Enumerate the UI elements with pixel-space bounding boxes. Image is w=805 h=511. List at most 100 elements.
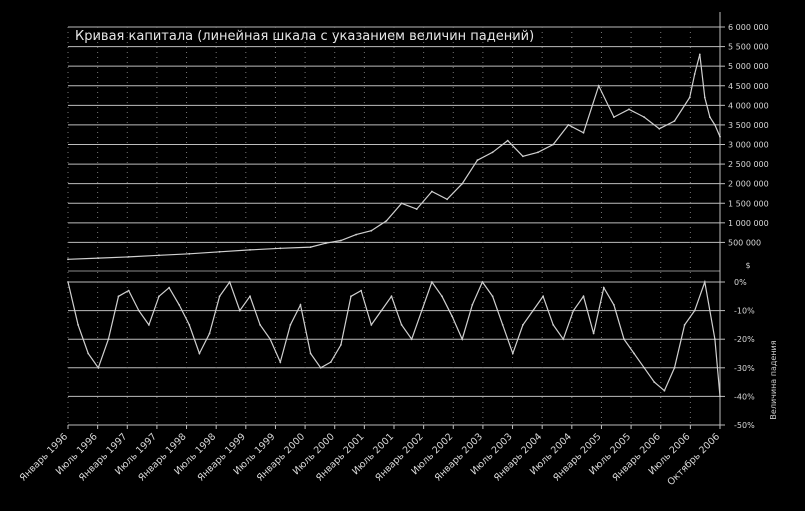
equity-point <box>461 182 464 185</box>
drawdown-point <box>137 309 140 312</box>
drawdown-tick-label: -40% <box>734 392 755 401</box>
equity-point <box>628 108 630 111</box>
drawdown-point <box>431 281 433 283</box>
equity-point <box>324 242 327 245</box>
equity-point <box>673 120 676 122</box>
equity-tick-label: 3 000 000 <box>728 141 769 150</box>
equity-series <box>67 53 721 261</box>
drawdown-point <box>673 366 676 369</box>
equity-point <box>693 73 696 75</box>
drawdown-tick-label: -30% <box>734 364 755 373</box>
equity-point <box>709 116 711 118</box>
drawdown-point <box>501 324 504 326</box>
equity-y-unit: $ <box>745 261 750 270</box>
drawdown-point <box>542 295 544 298</box>
drawdown-line <box>67 279 721 397</box>
drawdown-point <box>117 295 120 298</box>
drawdown-point <box>511 352 514 355</box>
equity-tick-label: 5 500 000 <box>728 43 769 52</box>
equity-point <box>340 239 342 242</box>
equity-tick-label: 6 000 000 <box>728 23 769 32</box>
drawdown-point <box>552 324 555 326</box>
equity-point <box>218 250 221 253</box>
equity-point <box>698 53 701 56</box>
equity-point <box>658 127 661 130</box>
drawdown-point <box>148 324 150 326</box>
drawdown-point <box>208 332 211 335</box>
drawdown-tick-label: -20% <box>734 335 755 344</box>
drawdown-tick-label: -10% <box>734 307 755 316</box>
chart-title: Кривая капитала (линейная шкала с указан… <box>75 29 534 44</box>
equity-point <box>567 124 570 126</box>
drawdown-point <box>714 338 716 341</box>
equity-point <box>506 139 509 142</box>
drawdown-point <box>390 295 393 298</box>
equity-point <box>446 198 448 201</box>
equity-point <box>688 96 691 99</box>
drawdown-point <box>582 295 585 298</box>
drawdown-point <box>592 332 595 335</box>
equity-point <box>67 258 69 261</box>
drawdown-point <box>663 389 666 392</box>
drawdown-point <box>289 324 292 326</box>
equity-point <box>127 256 130 258</box>
equity-tick-label: 4 500 000 <box>728 82 769 91</box>
equity-tick-label: 5 000 000 <box>728 62 769 71</box>
drawdown-point <box>643 366 646 369</box>
equity-point <box>491 151 494 154</box>
equity-y-ticks: 500 000 1 000 000 1 500 000 2 000 000 2 500 … <box>719 12 769 425</box>
equity-point <box>385 220 388 222</box>
equity-tick-label: 1 500 000 <box>728 199 769 208</box>
equity-tick-label: 1 000 000 <box>728 219 769 228</box>
drawdown-point <box>319 366 322 369</box>
equity-point <box>279 247 282 250</box>
drawdown-point <box>693 309 696 312</box>
drawdown-point <box>158 295 160 298</box>
drawdown-point <box>441 295 443 298</box>
drawdown-tick-label: 0% <box>734 278 747 287</box>
drawdown-point <box>168 286 171 289</box>
drawdown-point <box>719 395 721 398</box>
drawdown-point <box>491 295 494 298</box>
drawdown-point <box>77 324 79 326</box>
drawdown-point <box>461 338 464 341</box>
drawdown-point <box>360 289 362 292</box>
equity-point <box>597 84 600 87</box>
equity-point <box>537 151 539 154</box>
drawdown-point <box>67 281 69 283</box>
equity-point <box>400 202 403 205</box>
equity-point <box>476 159 479 162</box>
drawdown-point <box>127 289 130 292</box>
drawdown-point <box>309 352 312 355</box>
drawdown-point <box>380 309 383 312</box>
drawdown-point <box>410 338 413 341</box>
drawdown-series <box>67 279 721 398</box>
equity-point <box>415 208 418 211</box>
equity-point <box>714 124 716 126</box>
drawdown-point <box>703 281 706 283</box>
drawdown-point <box>340 344 342 346</box>
drawdown-point <box>633 352 635 355</box>
equity-tick-label: 3 500 000 <box>728 121 769 130</box>
equity-point <box>249 249 251 251</box>
drawdown-point <box>623 338 625 341</box>
equity-point <box>431 190 433 193</box>
equity-point <box>370 229 373 232</box>
drawdown-point <box>87 352 90 355</box>
drawdown-point <box>269 338 272 341</box>
drawdown-point <box>249 295 251 298</box>
drawdown-point <box>420 309 423 312</box>
drawdown-point <box>613 304 615 306</box>
equity-tick-label: 2 000 000 <box>728 180 769 189</box>
equity-point <box>97 257 100 259</box>
equity-point <box>703 96 706 99</box>
drawdown-point <box>602 286 605 289</box>
drawdown-point <box>188 324 191 326</box>
drawdown-point <box>218 295 221 298</box>
drawdown-point <box>279 361 282 363</box>
equity-tick-label: 2 500 000 <box>728 160 769 169</box>
drawdown-point <box>532 309 534 312</box>
drawdown-point <box>238 309 241 312</box>
